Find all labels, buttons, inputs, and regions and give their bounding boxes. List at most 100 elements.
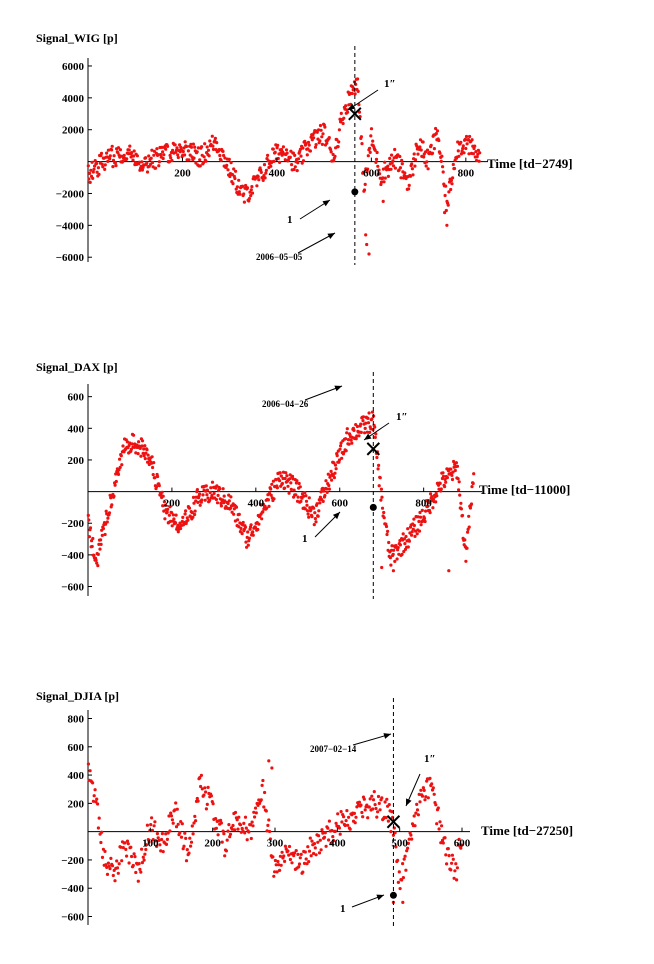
data-point xyxy=(269,487,273,491)
data-point xyxy=(228,174,232,179)
x-tick-label: 600 xyxy=(454,838,471,850)
data-point xyxy=(412,517,416,521)
data-point xyxy=(240,826,244,831)
y-axis-label: Signal_WIG [p] xyxy=(36,31,118,45)
data-point xyxy=(91,176,95,180)
data-point xyxy=(96,802,100,806)
data-point xyxy=(229,161,233,165)
data-point xyxy=(146,453,150,457)
data-point xyxy=(304,499,309,503)
data-point xyxy=(461,146,465,151)
y-tick-label: −2000 xyxy=(56,188,85,200)
data-point xyxy=(367,805,371,809)
data-point xyxy=(477,159,481,163)
data-point xyxy=(474,158,479,163)
data-point xyxy=(307,515,311,519)
data-point xyxy=(457,837,461,842)
data-point xyxy=(223,156,227,160)
data-point xyxy=(386,529,390,534)
data-point xyxy=(198,503,202,507)
data-point xyxy=(310,839,314,843)
data-point xyxy=(460,843,464,847)
data-point xyxy=(92,794,96,798)
data-point xyxy=(337,826,341,830)
data-point xyxy=(320,828,324,832)
data-point xyxy=(432,792,436,796)
data-point xyxy=(461,144,465,148)
data-point xyxy=(464,134,469,139)
y-tick-label: 400 xyxy=(68,770,85,782)
data-point xyxy=(305,503,309,507)
data-point xyxy=(418,138,423,142)
chart-wig: Signal_WIG [p] Time [td−2749] 6000 4000 20… xyxy=(36,31,573,265)
data-point xyxy=(120,859,124,863)
data-point xyxy=(424,509,428,513)
data-point xyxy=(137,440,141,444)
data-point xyxy=(455,866,459,870)
data-point xyxy=(269,493,273,497)
data-point xyxy=(152,461,156,465)
data-point xyxy=(223,854,227,858)
data-point xyxy=(462,151,466,155)
data-point xyxy=(296,852,300,857)
data-point xyxy=(459,507,463,511)
data-point xyxy=(183,831,187,835)
data-point xyxy=(94,161,99,166)
data-point xyxy=(373,435,377,439)
data-point xyxy=(391,833,395,837)
data-point xyxy=(396,880,400,885)
data-point xyxy=(303,491,307,495)
data-point xyxy=(198,164,202,168)
data-point xyxy=(439,841,443,845)
data-point xyxy=(254,811,258,815)
data-point xyxy=(459,501,463,505)
data-point xyxy=(211,802,215,806)
data-point xyxy=(111,873,115,878)
data-point xyxy=(138,867,142,872)
data-point xyxy=(189,844,193,848)
data-point xyxy=(387,803,391,807)
data-point xyxy=(470,485,474,489)
data-point xyxy=(140,847,144,851)
data-point xyxy=(132,149,136,153)
data-point xyxy=(458,493,462,497)
data-point xyxy=(428,776,432,780)
data-point xyxy=(150,816,154,820)
data-point xyxy=(295,169,299,173)
data-point xyxy=(271,479,275,483)
data-point xyxy=(150,148,154,152)
y-tick-label: −400 xyxy=(61,550,84,562)
data-point xyxy=(375,815,379,819)
data-point xyxy=(413,164,417,168)
data-point xyxy=(99,151,104,155)
data-point xyxy=(204,807,208,811)
data-point xyxy=(393,166,397,170)
data-point xyxy=(106,148,110,152)
data-point xyxy=(191,142,195,146)
data-point xyxy=(388,156,392,160)
data-point xyxy=(221,149,225,153)
data-point xyxy=(237,190,241,194)
data-point xyxy=(400,158,404,162)
data-point xyxy=(270,482,274,486)
data-point xyxy=(99,538,103,542)
data-point xyxy=(264,809,268,813)
data-point xyxy=(288,857,292,862)
data-point xyxy=(389,830,393,834)
data-point xyxy=(95,170,99,174)
data-point xyxy=(303,850,307,854)
data-point xyxy=(298,485,302,489)
x-tick-label: 100 xyxy=(142,838,159,850)
data-point xyxy=(145,843,149,847)
data-point xyxy=(443,211,447,215)
data-point xyxy=(140,444,144,448)
data-point xyxy=(150,160,155,165)
data-point xyxy=(150,455,154,459)
data-point xyxy=(403,854,407,858)
data-point xyxy=(457,488,461,492)
data-point xyxy=(227,823,231,827)
data-point xyxy=(375,150,379,155)
data-point xyxy=(447,190,451,194)
data-point xyxy=(230,827,234,831)
data-point xyxy=(189,142,193,146)
